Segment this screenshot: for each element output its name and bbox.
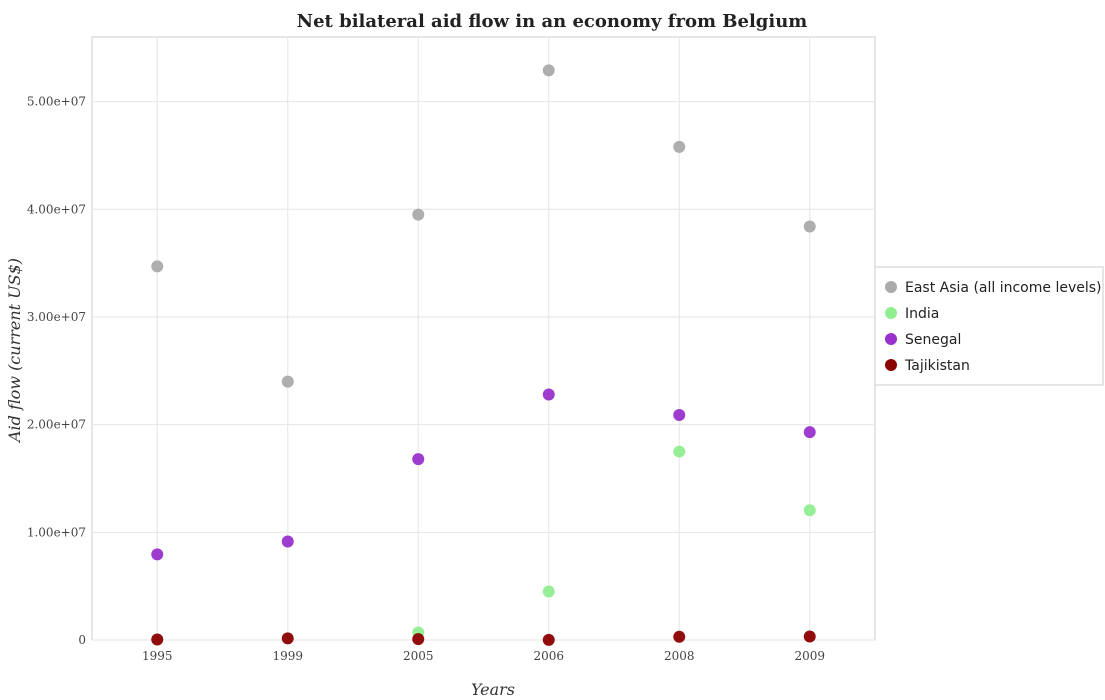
point-tajikistan-2005 (412, 633, 425, 646)
legend-entry: India (905, 306, 939, 322)
point-east-asia-all-income-levels-2005 (412, 208, 425, 221)
point-senegal-2008 (673, 408, 686, 421)
plot-background (91, 36, 876, 641)
point-india-2008 (673, 445, 686, 458)
x-axis-label: Years (471, 680, 515, 699)
y-tick-label: 4.00e+07 (27, 202, 86, 216)
point-senegal-1999 (281, 535, 294, 548)
y-tick-label: 0 (78, 633, 86, 647)
legend-box (874, 266, 1104, 386)
legend-marker (885, 333, 897, 345)
y-tick-label: 2.00e+07 (27, 418, 86, 432)
point-senegal-2009 (803, 426, 816, 439)
legend: East Asia (all income levels) India Senega… (874, 266, 1104, 386)
legend-marker (885, 307, 897, 319)
point-india-2009 (803, 504, 816, 517)
point-east-asia-all-income-levels-1999 (281, 375, 294, 388)
y-tick-label: 3.00e+07 (27, 310, 86, 324)
legend-entry: Tajikistan (904, 358, 970, 374)
point-tajikistan-2009 (803, 630, 816, 643)
point-senegal-2005 (412, 453, 425, 466)
chart-title: Net bilateral aid flow in an economy fro… (297, 11, 808, 32)
point-tajikistan-1995 (151, 633, 164, 646)
plot-area: 0 1.00e+07 2.00e+07 3.00e+07 4.00e+07 5.00e+0… (27, 36, 876, 663)
x-tick-label: 2009 (794, 649, 825, 663)
x-tick-label: 1999 (272, 649, 303, 663)
point-east-asia-all-income-levels-2008 (673, 140, 686, 153)
x-tick-label: 2006 (533, 649, 564, 663)
y-tick-label: 5.00e+07 (27, 95, 86, 109)
point-india-2006 (542, 585, 555, 598)
legend-marker (885, 281, 897, 293)
point-tajikistan-2008 (673, 630, 686, 643)
legend-marker (885, 359, 897, 371)
x-tick-label: 2005 (403, 649, 434, 663)
point-senegal-1995 (151, 548, 164, 561)
point-tajikistan-1999 (281, 632, 294, 645)
y-axis-label: Aid flow (current US$) (5, 258, 24, 444)
legend-entry: Senegal (905, 332, 961, 348)
y-tick-label: 1.00e+07 (27, 525, 86, 539)
point-senegal-2006 (542, 388, 555, 401)
point-tajikistan-2006 (542, 633, 555, 646)
point-east-asia-all-income-levels-1995 (151, 260, 164, 273)
legend-entry: East Asia (all income levels) (905, 280, 1102, 296)
point-east-asia-all-income-levels-2009 (803, 220, 816, 233)
x-tick-label: 1995 (142, 649, 173, 663)
point-east-asia-all-income-levels-2006 (542, 64, 555, 77)
x-tick-label: 2008 (664, 649, 695, 663)
